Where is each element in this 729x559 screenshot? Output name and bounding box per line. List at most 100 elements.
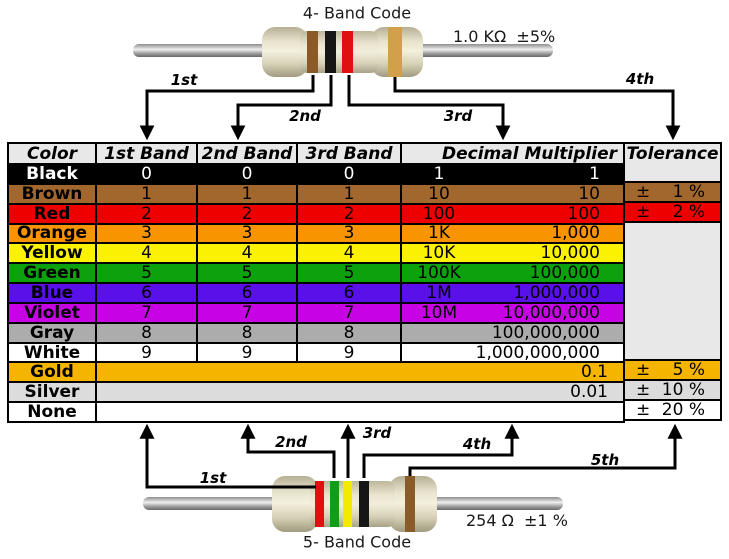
column-header: Color [9,144,97,165]
color-name-cell: Gray [9,323,97,344]
band-digit-cell: 0 [97,165,198,185]
multiplier-cell: 10K 10,000 [402,244,625,265]
band-digit-cell: 9 [198,343,298,364]
color-code-table: Color 1st Band 2nd Band 3rd Band Decimal Mul… [7,142,722,423]
band-red-1st [315,481,324,527]
multiplier-cell: 1M 1,000,000 [402,284,625,304]
band-digit-cell: 9 [298,343,402,364]
tolerance-column: ±1 % ±2 % ±5 % ±10 % ±20 % [625,163,722,421]
column-header: 3rd Band [298,144,402,165]
multiplier-cell: 10 10 [402,184,625,205]
top-arrow-label-4th: 4th [625,70,655,88]
band-digit-cell: 2 [198,204,298,225]
arrow-bottom-5th [408,423,683,476]
table-row-gold: Gold 0.1 [9,363,722,384]
band-digit-cell: 2 [298,204,402,225]
color-name-cell: Blue [9,284,97,304]
band-digit-cell: 4 [298,244,402,265]
band-digit-cell: 7 [97,303,198,324]
arrow-top-3rd [347,75,511,141]
band-digit-cell: 2 [97,204,198,225]
band-digit-cell: 7 [298,303,402,324]
four-band-title: 4- Band Code [302,3,412,23]
band-digit-cell: 1 [97,184,198,205]
band-digit-cell: 3 [198,224,298,245]
table-header-row: Color 1st Band 2nd Band 3rd Band Decimal Mul… [9,144,722,165]
multiplier-cell: 1K 1,000 [402,224,625,245]
four-band-value: 1.0 KΩ ±5% [453,27,556,46]
color-name-cell: Silver [9,383,97,404]
column-header: 2nd Band [198,144,298,165]
tolerance-cell: ±5 % [625,361,722,382]
band-yellow-3rd [343,481,352,527]
color-name-cell: Green [9,264,97,285]
band-digit-cell: 5 [97,264,198,285]
band-digit-cell: 0 [298,165,402,185]
table-row-brown: Brown 1 1 1 10 10 [9,184,722,205]
bottom-arrow-label-4th: 4th [462,435,492,453]
band-digit-cell: 5 [298,264,402,285]
color-name-cell: White [9,343,97,364]
band-brown-5th [405,476,415,532]
band-digit-cell: 8 [298,323,402,344]
band-black-4th [359,481,369,527]
bottom-arrow-label-2nd: 2nd [275,433,307,451]
color-name-cell: Yellow [9,244,97,265]
bottom-arrow-label-1st: 1st [199,469,227,487]
merged-multiplier-cell: 0.01 [97,383,625,404]
top-arrow-label-1st: 1st [170,71,198,89]
band-digit-cell: 4 [198,244,298,265]
column-header: Tolerance [625,144,722,165]
color-name-cell: Violet [9,303,97,324]
column-header: Decimal Multiplier [402,144,625,165]
column-header: 1st Band [97,144,198,165]
tolerance-cell: ±10 % [625,381,722,402]
top-arrow-label-3rd: 3rd [443,107,473,125]
top-arrow-label-2nd: 2nd [289,107,321,125]
band-digit-cell: 7 [198,303,298,324]
band-digit-cell: 4 [97,244,198,265]
multiplier-cell: 100 100 [402,204,625,225]
table-row-yellow: Yellow 4 4 4 10K 10,000 [9,244,722,265]
color-name-cell: Brown [9,184,97,205]
color-name-cell: Gold [9,363,97,384]
color-name-cell: Orange [9,224,97,245]
band-green-2nd [330,481,339,527]
tolerance-cell: ±20 % [625,401,722,421]
band-gold-4th [388,27,402,77]
merged-multiplier-cell: 0.1 [97,363,625,384]
merged-multiplier-cell [97,403,625,423]
table-row-gray: Gray 8 8 8 100,000,000 [9,323,722,344]
table-row-white: White 9 9 9 1,000,000,000 [9,343,722,364]
band-red-3rd [342,31,353,73]
table-row-orange: Orange 3 3 3 1K 1,000 [9,224,722,245]
bottom-arrow-label-3rd: 3rd [362,424,392,442]
band-digit-cell: 6 [198,284,298,304]
band-brown-1st [307,31,318,73]
color-name-cell: Black [9,165,97,185]
band-digit-cell: 6 [298,284,402,304]
band-digit-cell: 3 [298,224,402,245]
bottom-arrow-label-5th: 5th [590,451,620,469]
band-digit-cell: 3 [97,224,198,245]
tolerance-cell-empty [625,163,722,183]
tolerance-cell: ±2 % [625,202,722,223]
color-name-cell: None [9,403,97,423]
table-row-violet: Violet 7 7 7 10M 10,000,000 [9,303,722,324]
band-digit-cell: 8 [97,323,198,344]
multiplier-cell: 10M 10,000,000 [402,303,625,324]
table-row-green: Green 5 5 5 100K 100,000 [9,264,722,285]
table-row-red: Red 2 2 2 100 100 [9,204,722,225]
band-digit-cell: 1 [298,184,402,205]
table-row-black: Black 0 0 0 1 1 [9,165,722,185]
five-band-value: 254 Ω ±1 % [466,511,568,530]
band-digit-cell: 0 [198,165,298,185]
band-digit-cell: 8 [198,323,298,344]
multiplier-cell: 1,000,000,000 [402,343,625,364]
band-digit-cell: 6 [97,284,198,304]
multiplier-cell: 100K 100,000 [402,264,625,285]
five-band-title: 5- Band Code [302,532,412,552]
multiplier-cell: 100,000,000 [402,323,625,344]
band-digit-cell: 9 [97,343,198,364]
